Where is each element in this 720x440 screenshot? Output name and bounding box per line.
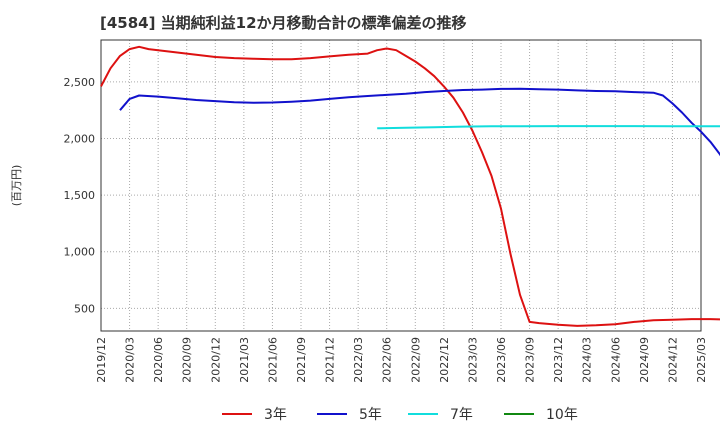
x-tick-label: 2023/03 [466, 337, 479, 383]
legend: 3年 5年 7年 10年 [222, 407, 578, 423]
legend-label-1: 5年 [359, 407, 382, 423]
series-lines [100, 45, 720, 327]
x-tick-label: 2024/03 [581, 337, 594, 383]
x-tick-label: 2021/06 [266, 337, 279, 383]
x-tick-label: 2022/06 [381, 337, 394, 383]
x-tick-label: 2021/09 [295, 337, 308, 383]
x-tick-label: 2025/03 [695, 337, 708, 383]
y-tick-label: 1,000 [64, 246, 96, 259]
axes [100, 39, 702, 332]
legend-label-0: 3年 [264, 407, 287, 423]
x-tick-label: 2023/06 [495, 337, 508, 383]
series-line-2 [377, 125, 720, 130]
legend-label-2: 7年 [450, 407, 473, 423]
x-tick-label: 2024/06 [609, 337, 622, 383]
x-tick-label: 2022/03 [352, 337, 365, 383]
y-tick-label: 2,000 [64, 133, 96, 146]
plot-frame [100, 39, 702, 332]
x-tick-label: 2020/03 [124, 337, 137, 383]
x-tick-label: 2024/09 [638, 337, 651, 383]
series-line-0 [100, 45, 720, 327]
y-tick-label: 500 [74, 302, 95, 315]
x-tick-label: 2023/09 [524, 337, 537, 383]
x-tick-label: 2020/09 [181, 337, 194, 383]
x-tick-label: 2020/12 [209, 337, 222, 383]
x-tick-label: 2022/12 [438, 337, 451, 383]
x-tick-label: 2022/09 [409, 337, 422, 383]
x-tick-labels: 2019/12 2020/03 2020/06 2020/09 2020/12 2021/… [95, 337, 708, 383]
x-tick-label: 2023/12 [552, 337, 565, 383]
x-tick-label: 2024/12 [666, 337, 679, 383]
y-tick-label: 2,500 [64, 76, 96, 89]
x-tick-label: 2021/03 [238, 337, 251, 383]
y-tick-labels: 500 1,000 1,500 2,000 2,500 [64, 76, 96, 315]
chart-title: [4584] 当期純利益12か月移動合計の標準偏差の推移 [100, 14, 467, 32]
y-axis-label: (百万円) [10, 165, 23, 207]
series-line-1 [119, 87, 720, 157]
x-tick-label: 2020/06 [152, 337, 165, 383]
y-tick-label: 1,500 [64, 189, 96, 202]
grid-lines [100, 40, 702, 331]
x-tick-label: 2021/12 [324, 337, 337, 383]
x-tick-label: 2019/12 [95, 337, 108, 383]
legend-label-3: 10年 [546, 407, 578, 423]
